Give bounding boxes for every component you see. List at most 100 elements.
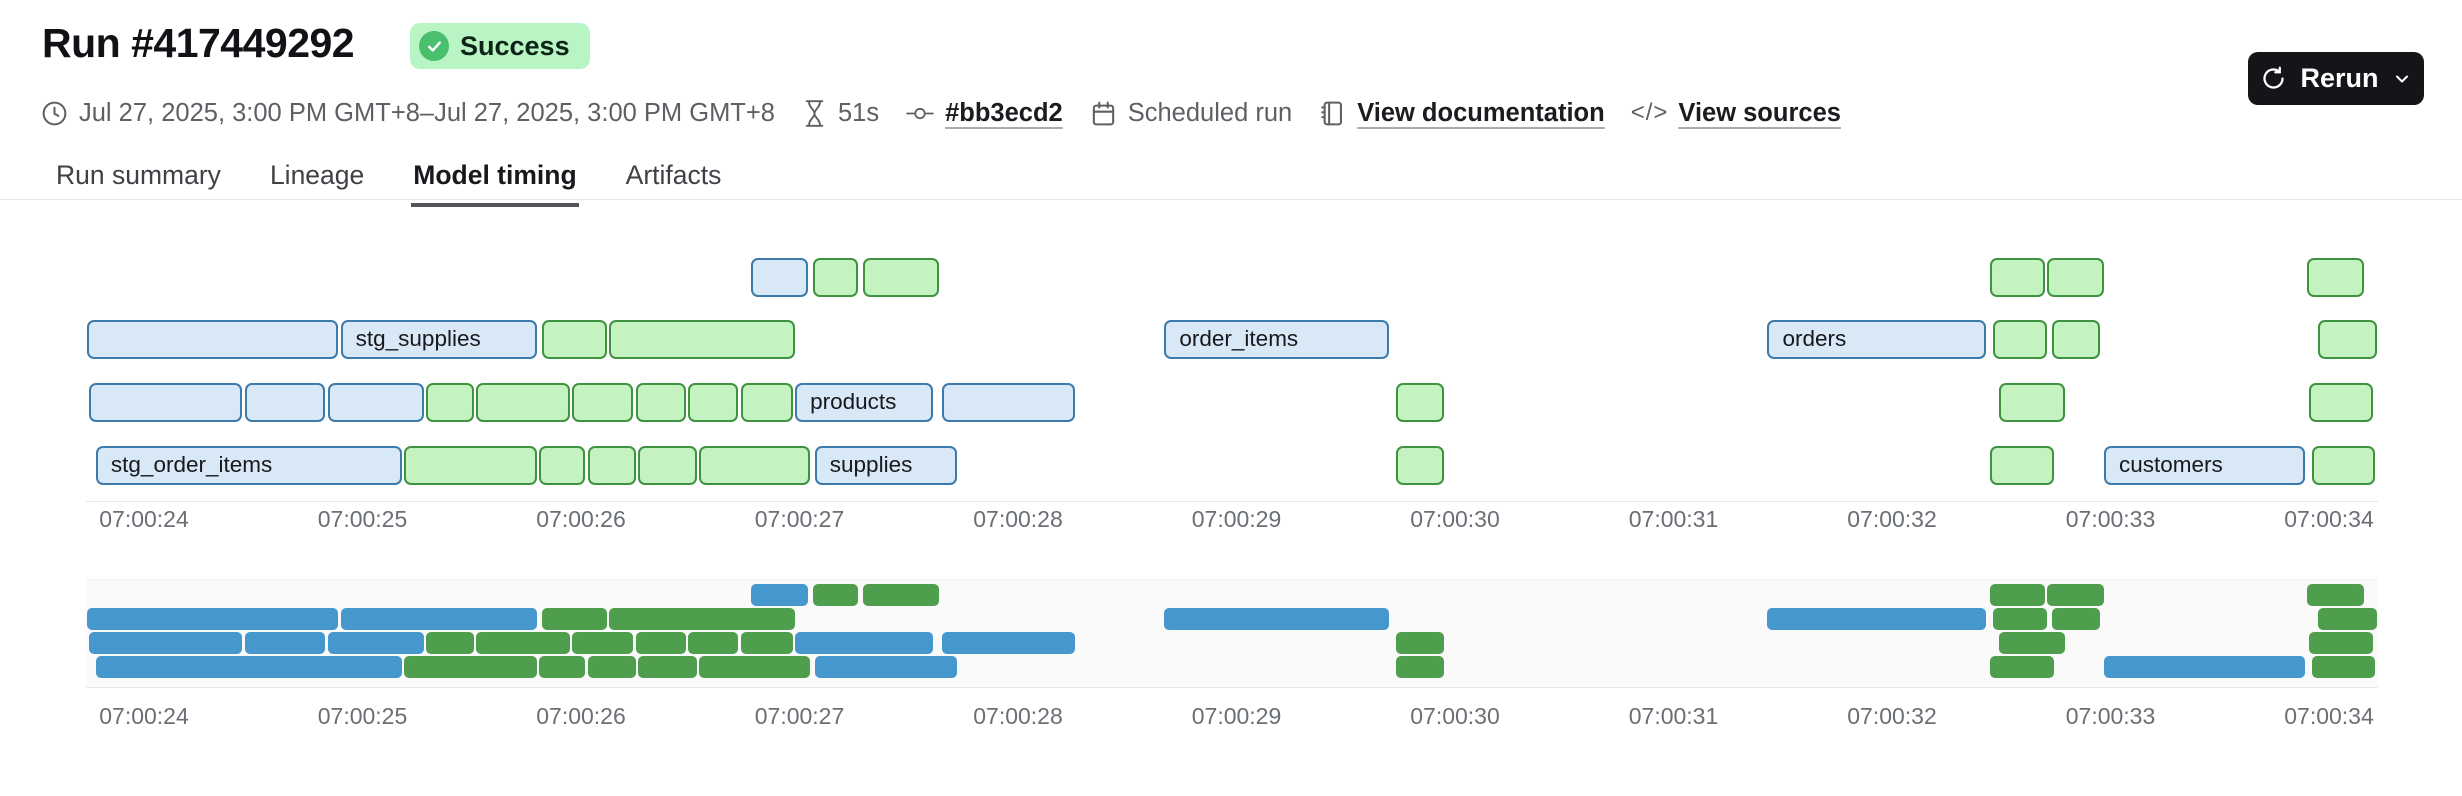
gantt-bar-orders[interactable]: orders	[1767, 320, 1986, 359]
gantt-bar	[2318, 608, 2378, 630]
gantt-bar-customers	[2103, 656, 2305, 678]
gantt-bar	[1396, 656, 1445, 678]
view-documentation-link[interactable]: View documentation	[1357, 98, 1605, 127]
gantt-bar[interactable]	[476, 383, 571, 422]
axis-tick-label: 07:00:24	[99, 506, 189, 532]
tab-model-timing[interactable]: Model timing	[411, 158, 579, 207]
gantt-bar[interactable]	[688, 383, 739, 422]
gantt-bar[interactable]	[2309, 383, 2373, 422]
code-icon: </>	[1630, 99, 1669, 126]
duration-item: 51s	[801, 99, 879, 128]
gantt-bar[interactable]	[539, 446, 586, 485]
gantt-bar	[740, 632, 793, 654]
gantt-bar-stg_supplies	[340, 608, 538, 630]
gantt-bar-products[interactable]: products	[795, 383, 933, 422]
gantt-bar-order_items[interactable]: order_items	[1164, 320, 1390, 359]
gantt-bar[interactable]	[1396, 383, 1445, 422]
view-sources-link[interactable]: View sources	[1678, 98, 1841, 127]
gantt-bar[interactable]	[2318, 320, 2378, 359]
gantt-bar-products	[795, 632, 933, 654]
trigger-item: Scheduled run	[1089, 99, 1292, 128]
gantt-bar-customers[interactable]: customers	[2103, 446, 2305, 485]
gantt-bar[interactable]	[698, 446, 811, 485]
gantt-bar	[327, 632, 424, 654]
gantt-bar-stg_order_items	[95, 656, 402, 678]
gantt-bar[interactable]	[2311, 446, 2375, 485]
gantt-bar[interactable]	[404, 446, 538, 485]
tab-lineage[interactable]: Lineage	[269, 160, 365, 190]
gantt-bar-label: orders	[1782, 326, 1847, 351]
gantt-bar	[2051, 608, 2100, 630]
gantt-bar[interactable]	[862, 258, 940, 297]
gantt-bar[interactable]	[425, 383, 474, 422]
clock-icon	[42, 101, 67, 125]
axis-tick-label: 07:00:26	[536, 506, 626, 532]
gantt-bar	[862, 584, 940, 606]
gantt-bar[interactable]	[1992, 320, 2048, 359]
gantt-bar-stg_order_items[interactable]: stg_order_items	[95, 446, 402, 485]
gantt-bar[interactable]	[1396, 446, 1445, 485]
gantt-bar[interactable]	[635, 383, 686, 422]
gantt-bar	[1396, 632, 1445, 654]
status-badge-label: Success	[460, 30, 570, 61]
x-axis-navigator: 07:00:24 07:00:25 07:00:26 07:00:27 07:00:28…	[0, 703, 2462, 731]
axis-tick-label: 07:00:34	[2284, 703, 2374, 729]
gantt-bar-order_items	[1164, 608, 1390, 630]
gantt-bar	[609, 608, 796, 630]
gantt-bar	[698, 656, 811, 678]
x-axis-main: 07:00:24 07:00:25 07:00:26 07:00:27 07:00:28…	[0, 506, 2462, 534]
axis-tick-label: 07:00:25	[317, 506, 408, 532]
gantt-bar	[1992, 608, 2048, 630]
axis-tick-label: 07:00:33	[2065, 703, 2156, 729]
model-timing-chart: stg_supplies order_items orders products stg…	[0, 240, 2462, 502]
tab-run-summary[interactable]: Run summary	[56, 160, 221, 190]
gantt-bar[interactable]	[1990, 258, 2045, 297]
tab-bar-divider	[0, 199, 2462, 200]
chevron-down-icon	[2395, 75, 2408, 82]
gantt-bar[interactable]	[2307, 258, 2364, 297]
gantt-bar	[2309, 632, 2373, 654]
commit-item: #bb3ecd2	[905, 99, 1063, 128]
rerun-button[interactable]: Rerun	[2248, 52, 2424, 105]
gantt-bar-supplies[interactable]: supplies	[814, 446, 957, 485]
axis-tick-label: 07:00:26	[536, 703, 626, 729]
gantt-bar[interactable]	[587, 446, 636, 485]
gantt-bar[interactable]	[609, 320, 796, 359]
run-title: Run #417449292	[42, 20, 355, 66]
tab-artifacts[interactable]: Artifacts	[625, 160, 722, 190]
gantt-bar[interactable]	[740, 383, 793, 422]
gantt-bar[interactable]	[244, 383, 326, 422]
gantt-bar[interactable]	[812, 258, 859, 297]
gantt-bar-orders	[1767, 608, 1986, 630]
gantt-bar	[87, 608, 339, 630]
axis-tick-label: 07:00:31	[1628, 703, 1719, 729]
axis-tick-label: 07:00:28	[973, 703, 1063, 729]
hourglass-icon	[805, 99, 824, 127]
axis-tick-label: 07:00:29	[1191, 703, 1282, 729]
gantt-bar[interactable]	[1999, 383, 2065, 422]
time-range-item: Jul 27, 2025, 3:00 PM GMT+8–Jul 27, 2025…	[40, 99, 775, 128]
gantt-bar[interactable]	[541, 320, 608, 359]
gantt-bar[interactable]	[572, 383, 634, 422]
gantt-bar-stg_supplies[interactable]: stg_supplies	[340, 320, 538, 359]
gantt-bar	[1990, 656, 2054, 678]
gantt-bar-label: order_items	[1179, 326, 1299, 351]
gantt-bar[interactable]	[1990, 446, 2054, 485]
gantt-bar[interactable]	[2047, 258, 2104, 297]
gantt-bar[interactable]	[2051, 320, 2100, 359]
gantt-bar	[812, 584, 859, 606]
gantt-bar[interactable]	[89, 383, 243, 422]
timing-navigator[interactable]	[86, 579, 2378, 688]
gantt-bar[interactable]	[327, 383, 424, 422]
axis-tick-label: 07:00:27	[754, 703, 845, 729]
gantt-bar[interactable]	[87, 320, 339, 359]
gantt-bar-supplies	[814, 656, 957, 678]
gantt-bar[interactable]	[941, 383, 1075, 422]
gantt-bar[interactable]	[637, 446, 697, 485]
axis-tick-label: 07:00:34	[2284, 506, 2374, 532]
rerun-label: Rerun	[2300, 63, 2379, 93]
commit-link[interactable]: #bb3ecd2	[945, 98, 1063, 127]
gantt-bar	[751, 584, 809, 606]
gantt-bar-label: customers	[2118, 452, 2223, 477]
gantt-bar[interactable]	[751, 258, 809, 297]
